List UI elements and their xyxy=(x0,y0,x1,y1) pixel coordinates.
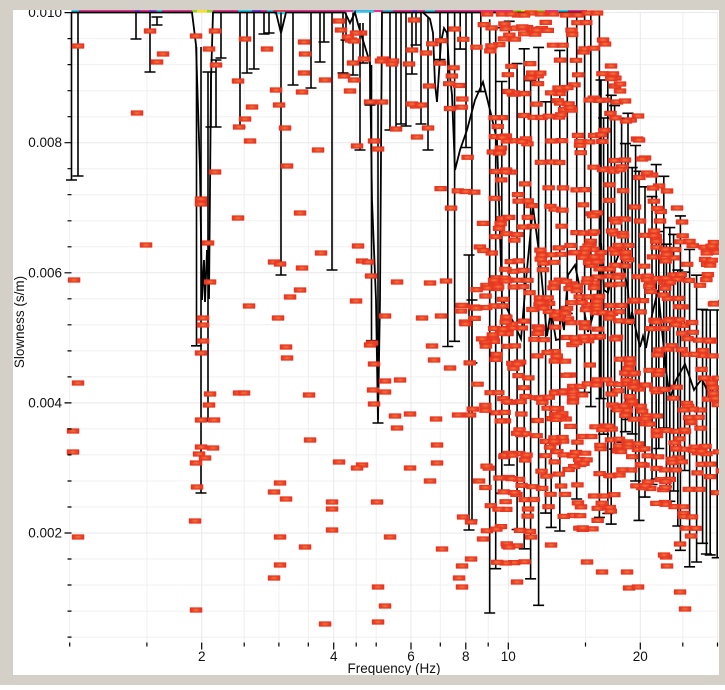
svg-text:0.002: 0.002 xyxy=(28,526,62,541)
svg-text:0.004: 0.004 xyxy=(28,395,62,410)
svg-text:Slowness (s/m): Slowness (s/m) xyxy=(12,276,27,368)
svg-text:0.006: 0.006 xyxy=(28,265,62,280)
svg-text:20: 20 xyxy=(633,649,648,664)
svg-text:2: 2 xyxy=(198,649,206,664)
svg-text:0.010: 0.010 xyxy=(28,5,62,20)
svg-text:0.008: 0.008 xyxy=(28,135,62,150)
svg-text:10: 10 xyxy=(501,649,516,664)
svg-text:Frequency (Hz): Frequency (Hz) xyxy=(347,661,440,676)
svg-text:4: 4 xyxy=(330,649,338,664)
svg-text:6: 6 xyxy=(407,649,415,664)
svg-text:8: 8 xyxy=(462,649,470,664)
